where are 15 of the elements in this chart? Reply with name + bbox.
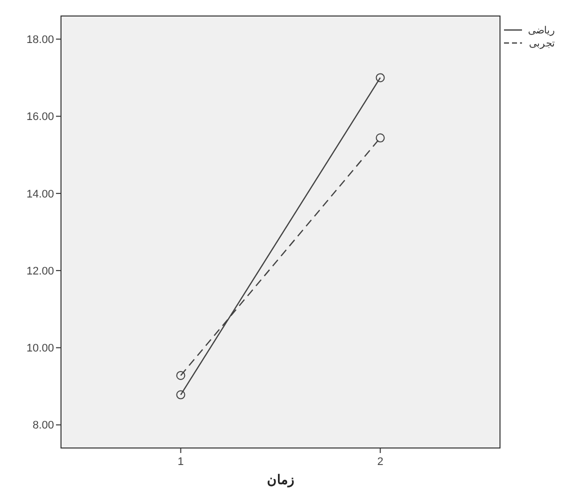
point	[376, 73, 385, 82]
y-tick-label: 14.00	[26, 188, 54, 200]
y-tick-label: 8.00	[32, 420, 54, 432]
y-tick-label: 10.00	[26, 342, 54, 355]
point	[176, 370, 186, 380]
y-tick-label: 18.00	[26, 34, 54, 46]
y-tick-label: 12.00	[26, 265, 54, 278]
y-tick-label: 16.00	[26, 111, 54, 124]
legend-label: ریاضی	[528, 26, 555, 36]
point	[176, 390, 186, 400]
legend-label: تجربی	[529, 38, 555, 50]
x-axis-title: زمان	[267, 472, 294, 488]
x-tick-label: 2	[377, 456, 384, 468]
point	[376, 133, 385, 142]
x-tick-label: 1	[178, 456, 184, 468]
